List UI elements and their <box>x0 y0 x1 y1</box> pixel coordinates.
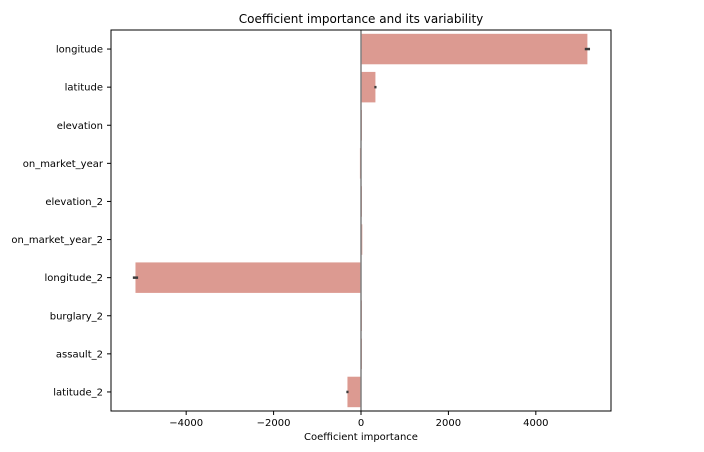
chart-title: Coefficient importance and its variabili… <box>239 12 484 26</box>
y-tick-label-longitude_2: longitude_2 <box>45 273 103 284</box>
y-tick-label-elevation_2: elevation_2 <box>45 197 103 208</box>
y-tick-label-on_market_year: on_market_year <box>23 159 104 170</box>
x-tick-label--4000: −4000 <box>169 418 203 429</box>
y-tick-label-on_market_year_2: on_market_year_2 <box>11 235 103 246</box>
x-axis: −4000 −2000 0 2000 4000 <box>169 411 549 429</box>
y-tick-label-burglary_2: burglary_2 <box>50 311 103 322</box>
y-tick-label-latitude: latitude <box>65 83 103 94</box>
y-tick-label-assault_2: assault_2 <box>56 349 103 360</box>
x-tick-label-0: 0 <box>358 418 364 429</box>
x-tick-label--2000: −2000 <box>257 418 291 429</box>
bar-latitude_2 <box>347 376 361 408</box>
x-axis-label: Coefficient importance <box>304 432 418 443</box>
y-tick-label-latitude_2: latitude_2 <box>53 387 103 398</box>
x-tick-label-4000: 4000 <box>523 418 548 429</box>
x-tick-label-2000: 2000 <box>436 418 461 429</box>
bar-longitude_2 <box>135 262 361 293</box>
y-axis: longitude latitude elevation on_market_year… <box>11 45 111 398</box>
bar-longitude <box>361 33 588 65</box>
bar-latitude <box>361 71 376 103</box>
y-tick-label-elevation: elevation <box>57 121 103 132</box>
error-bars-group <box>132 47 591 394</box>
y-tick-label-longitude: longitude <box>56 45 103 56</box>
